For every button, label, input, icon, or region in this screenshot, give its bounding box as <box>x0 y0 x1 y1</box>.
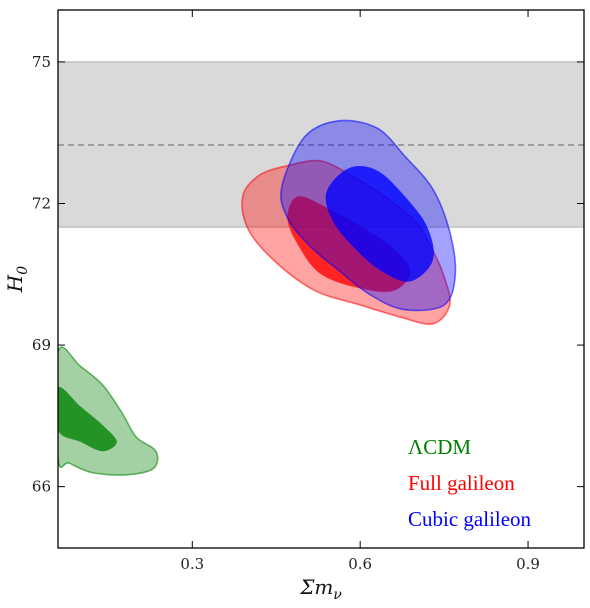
legend-label-cubic-galileon: Cubic galileon <box>408 507 532 531</box>
plot-area <box>58 61 584 476</box>
axes: 0.3 0.6 0.9 66 69 72 75 Σmν H0 <box>3 9 585 603</box>
lcdm-inner-contour <box>58 386 117 452</box>
x-axis-label: Σmν <box>299 575 342 603</box>
y-tick-label: 66 <box>32 478 51 496</box>
y-tick-label: 75 <box>32 53 51 71</box>
axes-frame <box>57 9 585 549</box>
y-tick-label: 72 <box>32 194 51 212</box>
x-tick-label: 0.6 <box>348 555 372 573</box>
y-tick-label: 69 <box>32 336 51 354</box>
legend-label-lcdm: ΛCDM <box>408 435 471 459</box>
legend: ΛCDM Full galileon Cubic galileon <box>408 435 532 531</box>
cubic-galileon-inner-contour <box>325 166 434 282</box>
x-tick-label: 0.9 <box>516 555 540 573</box>
legend-label-full-galileon: Full galileon <box>408 471 515 495</box>
x-tick-label: 0.3 <box>180 555 204 573</box>
y-axis-label: H0 <box>3 266 31 293</box>
